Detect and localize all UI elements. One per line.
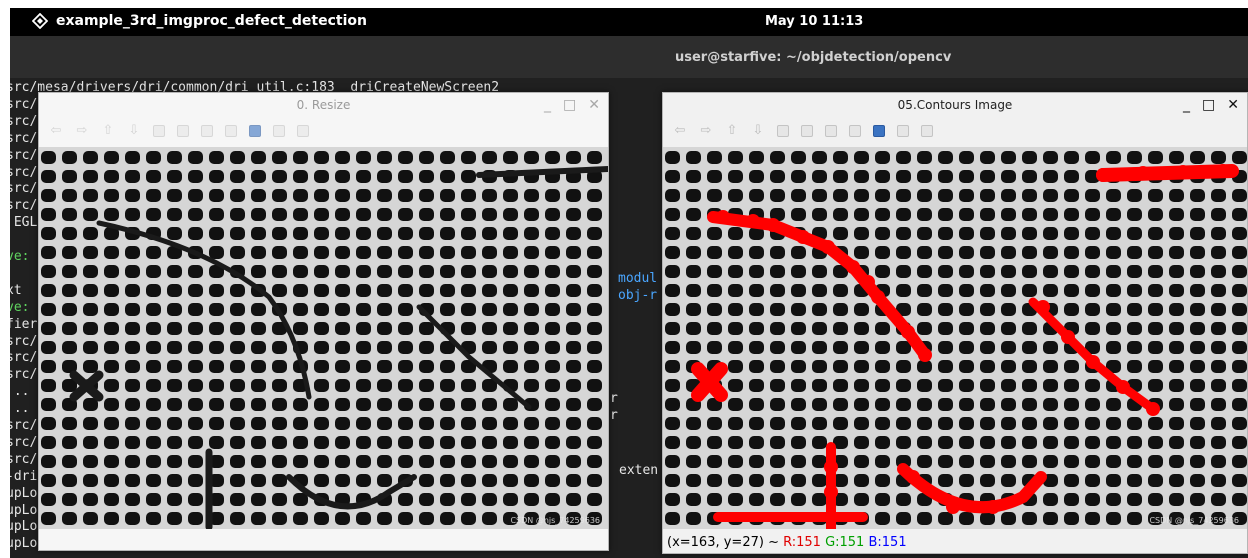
terminal-line: -dri <box>10 468 38 484</box>
terminal-line: ve: <box>10 299 30 315</box>
terminal-line: src/ <box>10 130 38 146</box>
terminal-line: upLo <box>10 519 38 535</box>
pan-up-icon[interactable]: ⇧ <box>726 123 738 138</box>
desktop: example_3rd_imgproc_defect_detection May… <box>10 8 1248 558</box>
pan-left-icon[interactable]: ⇦ <box>50 123 62 138</box>
terminal-line: src/ <box>10 350 38 366</box>
terminal-fragment: modul <box>618 271 658 286</box>
zoom-fit-icon[interactable] <box>177 125 189 137</box>
minimize-button[interactable]: _ <box>1183 97 1191 113</box>
terminal-line: src/ <box>10 333 38 349</box>
terminal-line: upLo <box>10 502 38 518</box>
window-title: 0. Resize <box>296 98 351 112</box>
pan-right-icon[interactable]: ⇨ <box>700 123 712 138</box>
zoom-in-small-icon[interactable] <box>825 125 837 137</box>
resize-image[interactable]: CSDN @njs_74259636 <box>39 147 608 529</box>
contours-image[interactable]: CSDN @njs_74259636 <box>663 147 1247 529</box>
close-button[interactable]: ✕ <box>1227 97 1239 113</box>
pan-right-icon[interactable]: ⇨ <box>76 123 88 138</box>
terminal-line: src/ <box>10 434 38 450</box>
terminal-line: src/ <box>10 113 38 129</box>
app-diamond-icon <box>32 13 48 29</box>
terminal-line: .. <box>13 384 30 400</box>
maximize-button[interactable]: □ <box>563 97 577 113</box>
copy-icon[interactable] <box>897 125 909 137</box>
pan-down-icon[interactable]: ⇩ <box>752 123 764 138</box>
window-title: 05.Contours Image <box>897 98 1013 112</box>
terminal-line: src/ <box>10 198 38 214</box>
zoom-out-icon[interactable] <box>849 125 861 137</box>
terminal-line: .. <box>13 401 30 417</box>
terminal-fragment: r <box>610 408 618 423</box>
properties-icon[interactable] <box>921 125 933 137</box>
clock[interactable]: May 10 11:13 <box>765 14 864 29</box>
maximize-button[interactable]: □ <box>1202 97 1216 113</box>
fabric-image-with-contours <box>663 147 1247 529</box>
status-green: G:151 <box>825 535 865 550</box>
minimize-button[interactable]: _ <box>544 97 552 113</box>
terminal-title: user@starfive: ~/objdetection/opencv <box>675 50 952 65</box>
terminal-line: src/ <box>10 181 38 197</box>
image-toolbar: ⇦ ⇨ ⇧ ⇩ <box>39 119 608 143</box>
zoom-in-icon[interactable] <box>153 125 165 137</box>
terminal-line: src/ <box>10 164 38 180</box>
terminal-line: fier <box>10 316 38 332</box>
app-title: example_3rd_imgproc_defect_detection <box>56 13 367 29</box>
zoom-in-small-icon[interactable] <box>201 125 213 137</box>
pixel-status-bar: (x=163, y=27) ~ R:151 G:151 B:151 <box>663 533 1247 553</box>
zoom-out-icon[interactable] <box>225 125 237 137</box>
terminal-line: src/ <box>10 147 38 163</box>
terminal-line: src/mesa/drivers/dri/common/dri_util.c:1… <box>10 80 500 95</box>
contours-window[interactable]: 05.Contours Image _ □ ✕ ⇦ ⇨ ⇧ ⇩ CSDN @njs_7… <box>662 92 1248 554</box>
resize-window[interactable]: 0. Resize _ □ ✕ ⇦ ⇨ ⇧ ⇩ CSDN @njs_74259636 <box>38 92 609 551</box>
terminal-fragment: r <box>610 391 618 406</box>
status-blue: B:151 <box>868 535 907 550</box>
terminal-line: src/ <box>10 418 38 433</box>
save-icon[interactable] <box>873 125 885 137</box>
save-icon[interactable] <box>249 125 261 137</box>
pan-down-icon[interactable]: ⇩ <box>128 123 140 138</box>
status-coords: (x=163, y=27) ~ <box>667 535 784 550</box>
image-toolbar: ⇦ ⇨ ⇧ ⇩ <box>663 119 1247 143</box>
properties-icon[interactable] <box>297 125 309 137</box>
activities-app-menu[interactable]: example_3rd_imgproc_defect_detection <box>32 13 367 29</box>
zoom-in-icon[interactable] <box>777 125 789 137</box>
status-red: R:151 <box>783 535 821 550</box>
watermark: CSDN @njs_74259636 <box>510 516 600 525</box>
copy-icon[interactable] <box>273 125 285 137</box>
terminal-fragment: exten <box>619 463 659 478</box>
terminal-line: upLo <box>10 485 38 501</box>
terminal-line: xt <box>10 282 22 298</box>
terminal-line: src/ <box>10 96 38 112</box>
terminal-header: user@starfive: ~/objdetection/opencv <box>10 36 1248 78</box>
zoom-fit-icon[interactable] <box>801 125 813 137</box>
pan-up-icon[interactable]: ⇧ <box>102 123 114 138</box>
terminal-line: src/ <box>10 451 38 467</box>
gnome-top-bar: example_3rd_imgproc_defect_detection May… <box>10 8 1248 36</box>
terminal-fragment: obj-r <box>618 288 658 303</box>
terminal-line: ve: <box>10 249 30 264</box>
terminal-line: src/ <box>10 367 38 383</box>
watermark: CSDN @njs_74259636 <box>1149 516 1239 525</box>
fabric-image <box>39 147 608 529</box>
terminal-line: EGL <box>13 215 38 231</box>
pan-left-icon[interactable]: ⇦ <box>674 123 686 138</box>
close-button[interactable]: ✕ <box>588 97 600 113</box>
